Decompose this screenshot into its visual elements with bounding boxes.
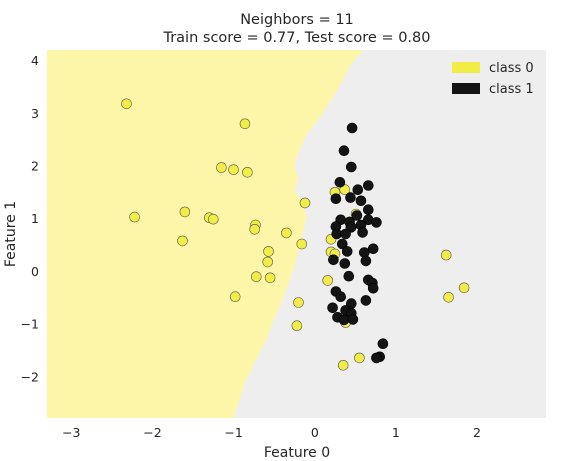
point-class0-18: [229, 291, 241, 303]
point-class0-3: [228, 164, 239, 175]
y-tick-label: 1: [31, 211, 39, 226]
x-tick-label: −3: [62, 425, 80, 440]
legend-label-class0: class 0: [489, 61, 534, 76]
point-class0-13: [296, 238, 308, 250]
legend-swatch-class0: [452, 62, 480, 73]
x-axis: −3 −2 −1 0 1 2: [62, 425, 481, 440]
chart-title: Neighbors = 11: [240, 12, 354, 28]
y-axis: −2 −1 0 1 2 3 4: [21, 53, 39, 384]
chart-subtitle: Train score = 0.77, Test score = 0.80: [162, 30, 430, 46]
point-class1-7: [345, 192, 356, 203]
x-tick-label: 2: [473, 425, 481, 440]
region-class0: [47, 50, 364, 418]
point-class1-0: [346, 122, 358, 134]
point-class0-8: [208, 213, 219, 225]
point-class0-17: [264, 272, 276, 284]
point-class1-41: [347, 314, 359, 325]
point-class1-10: [351, 210, 363, 221]
points-layer: [121, 98, 470, 371]
legend: class 0 class 1: [452, 61, 534, 97]
point-class1-22: [341, 246, 353, 257]
point-class1-20: [357, 227, 368, 238]
point-class0-31: [337, 359, 349, 371]
point-class1-3: [334, 177, 346, 188]
point-class0-6: [179, 206, 191, 218]
point-class0-4: [242, 167, 253, 178]
point-class1-14: [371, 217, 382, 228]
y-tick-label: −2: [21, 369, 39, 384]
point-class1-9: [362, 204, 374, 215]
y-axis-label: Feature 1: [3, 201, 19, 267]
point-class1-27: [360, 255, 372, 267]
y-tick-label: 3: [31, 106, 39, 121]
point-class1-36: [327, 302, 338, 314]
x-tick-label: 0: [311, 425, 319, 440]
point-class1-24: [367, 243, 379, 255]
point-class0-29: [322, 275, 334, 286]
point-class0-14: [263, 246, 274, 257]
point-class0-0: [121, 98, 132, 110]
point-class1-8: [355, 195, 367, 207]
point-class1-40: [338, 314, 350, 326]
point-class1-44: [371, 352, 382, 364]
point-class1-31: [367, 282, 379, 294]
point-class0-22: [339, 184, 351, 195]
x-axis-label: Feature 0: [264, 445, 330, 461]
point-class1-4: [352, 184, 364, 195]
point-class1-6: [330, 193, 342, 204]
y-tick-label: 4: [31, 53, 39, 68]
legend-label-class1: class 1: [489, 82, 534, 97]
point-class0-34: [443, 291, 454, 303]
point-class1-35: [360, 295, 372, 306]
point-class0-25: [299, 197, 311, 209]
point-class0-16: [250, 271, 262, 283]
point-class1-33: [335, 291, 347, 303]
point-class0-1: [239, 118, 251, 130]
point-class1-1: [338, 145, 350, 156]
point-class0-35: [458, 282, 470, 294]
point-class0-19: [293, 297, 304, 308]
point-class1-28: [343, 270, 355, 282]
point-class0-32: [354, 352, 365, 364]
y-tick-label: 2: [31, 159, 39, 174]
point-class0-20: [291, 320, 303, 332]
point-class0-12: [281, 227, 292, 239]
y-tick-label: −1: [21, 317, 39, 332]
point-class1-18: [331, 228, 343, 240]
point-class0-33: [440, 249, 452, 261]
point-class1-2: [345, 161, 357, 173]
point-class1-21: [336, 238, 348, 250]
plot-area: [47, 50, 546, 418]
point-class0-2: [216, 162, 227, 173]
point-class0-5: [129, 211, 140, 223]
point-class0-10: [249, 224, 260, 235]
point-class1-5: [362, 180, 374, 191]
point-class1-26: [339, 258, 351, 269]
point-class1-19: [340, 228, 351, 240]
x-tick-label: 1: [392, 425, 400, 440]
x-tick-label: −1: [224, 425, 242, 440]
point-class1-25: [328, 254, 339, 266]
point-class1-42: [377, 338, 389, 350]
point-class0-15: [262, 256, 274, 268]
x-tick-label: −2: [143, 425, 161, 440]
legend-swatch-class1: [452, 83, 480, 94]
y-tick-label: 0: [31, 264, 39, 279]
point-class0-11: [177, 235, 188, 247]
